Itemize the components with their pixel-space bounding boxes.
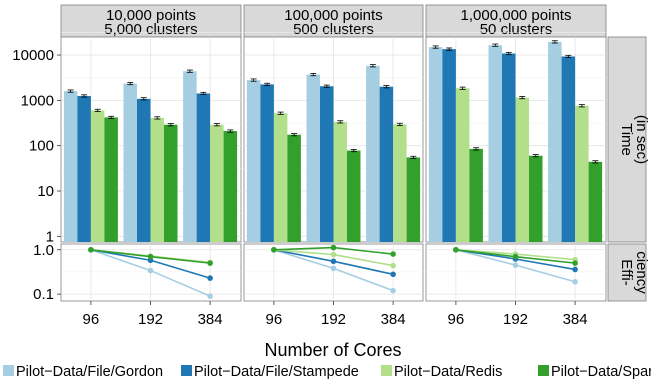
time-bar: [455, 88, 470, 243]
x-tick-label: 96: [83, 311, 100, 328]
x-tick-label: 192: [321, 311, 346, 328]
legend-swatch: [381, 365, 392, 376]
facet-label-line2: 50 clusters: [480, 21, 553, 38]
facet-label-line1: 10,000 points: [106, 7, 196, 24]
legend-label: Pilot−Data/File/Stampede: [194, 364, 359, 380]
efficiency-point: [512, 253, 519, 260]
time-bar: [529, 155, 543, 242]
legend-label: Pilot−Data/Spark: [551, 364, 651, 380]
efficiency-point: [390, 251, 396, 257]
row-strip-time: [607, 36, 647, 243]
time-bar: [442, 49, 456, 242]
row-label-efficiency-line1: Effi-: [618, 259, 635, 285]
time-y-tick-label: 10: [37, 183, 54, 200]
legend-label: Pilot−Data/File/Gordon: [16, 364, 163, 380]
x-tick-label: 384: [198, 311, 223, 328]
x-tick-label: 192: [138, 311, 163, 328]
row-label-time-line2: (in sec): [633, 115, 650, 164]
time-bar: [561, 56, 576, 242]
time-bar: [137, 98, 151, 242]
time-bar: [164, 124, 178, 242]
efficiency-point: [330, 258, 337, 265]
x-tick-label: 384: [381, 311, 406, 328]
time-bar: [469, 148, 483, 242]
time-bar: [287, 134, 301, 242]
legend-swatch: [538, 365, 549, 376]
x-tick-label: 384: [563, 311, 588, 328]
time-bar: [406, 157, 421, 242]
efficiency-point: [453, 246, 459, 253]
time-bar: [90, 110, 105, 242]
x-axis-title: Number of Cores: [264, 340, 401, 360]
efficiency-y-tick-label: 1.0: [33, 242, 54, 259]
time-bar: [306, 74, 320, 242]
time-bar: [588, 161, 603, 242]
facet-strip: [425, 4, 607, 38]
time-bar: [273, 113, 288, 242]
efficiency-point: [207, 293, 213, 299]
time-bar: [104, 117, 118, 242]
efficiency-point: [88, 246, 94, 253]
efficiency-point: [390, 271, 396, 278]
time-bar: [515, 97, 529, 242]
facet-label-line2: 5,000 clusters: [104, 21, 197, 38]
time-bar: [366, 65, 380, 242]
efficiency-point: [207, 260, 213, 266]
time-bar: [379, 86, 394, 242]
time-bar: [196, 93, 211, 242]
time-bar: [150, 117, 164, 242]
time-bar: [223, 131, 238, 242]
efficiency-point: [330, 265, 337, 272]
efficiency-point: [512, 262, 519, 268]
facet-strip: [60, 4, 242, 38]
time-bar: [320, 86, 334, 243]
legend-swatch: [3, 365, 14, 376]
facet-strip: [243, 4, 424, 38]
efficiency-point: [572, 266, 578, 273]
time-bar: [210, 124, 224, 242]
legend-swatch: [181, 365, 192, 376]
facet-label-line1: 100,000 points: [284, 7, 382, 24]
time-bar: [575, 105, 589, 242]
time-y-tick-label: 1: [46, 228, 54, 245]
time-bar: [77, 95, 91, 243]
legend-label: Pilot−Data/Redis: [394, 364, 502, 380]
efficiency-point: [147, 267, 154, 274]
facet-label-line2: 500 clusters: [293, 21, 374, 38]
time-bar: [123, 83, 137, 243]
efficiency-point: [572, 278, 578, 285]
row-strip-efficiency: [607, 243, 647, 302]
time-bar: [393, 124, 407, 242]
efficiency-point: [572, 260, 578, 266]
time-bar: [548, 41, 562, 242]
efficiency-point: [330, 251, 337, 258]
row-label-time-line1: Time: [618, 123, 635, 156]
x-tick-label: 192: [503, 311, 528, 328]
time-bar: [428, 47, 443, 242]
time-bar: [488, 45, 502, 242]
efficiency-point: [271, 246, 277, 253]
time-bar: [260, 84, 274, 242]
row-label-efficiency-line2: ciency: [633, 251, 650, 294]
x-tick-label: 96: [448, 311, 465, 328]
efficiency-y-tick-label: 0.1: [33, 286, 54, 303]
efficiency-point: [330, 244, 337, 251]
efficiency-point: [147, 253, 154, 260]
time-y-tick-label: 10000: [12, 47, 54, 64]
time-bar: [246, 80, 261, 242]
x-tick-label: 96: [266, 311, 283, 328]
time-bar: [502, 53, 516, 242]
time-bar: [333, 121, 347, 242]
efficiency-point: [390, 262, 396, 269]
time-y-tick-label: 100: [29, 138, 54, 155]
efficiency-point: [207, 275, 213, 281]
time-y-tick-label: 1000: [21, 92, 54, 109]
time-bar: [347, 150, 361, 242]
efficiency-point: [390, 287, 396, 294]
time-bar: [63, 91, 78, 242]
facet-label-line1: 1,000,000 points: [461, 7, 572, 24]
time-bar: [183, 71, 197, 242]
